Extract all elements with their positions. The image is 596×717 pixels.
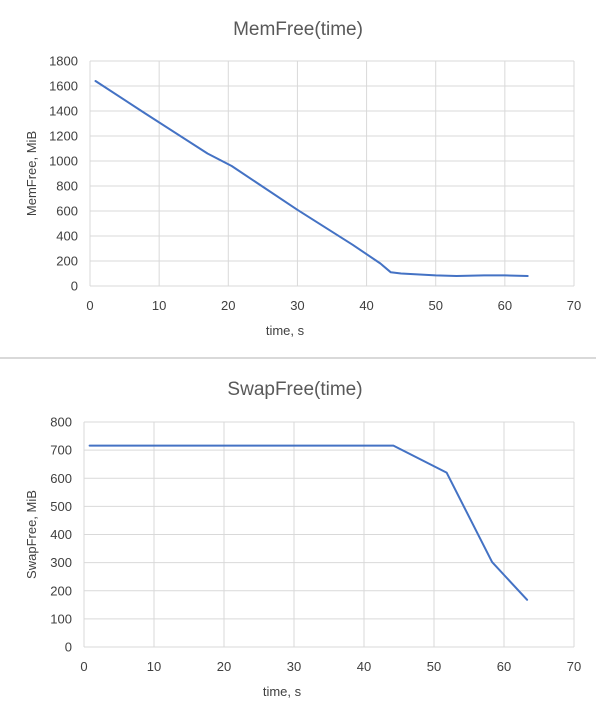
swapfree-x-tick-label: 70 bbox=[567, 659, 581, 674]
memfree-y-tick-label: 1000 bbox=[49, 154, 78, 169]
memfree-x-tick-label: 40 bbox=[359, 298, 373, 313]
memfree-x-tick-label: 60 bbox=[498, 298, 512, 313]
swapfree-y-axis-title: SwapFree, MiB bbox=[24, 490, 39, 579]
memfree-chart: MemFree(time)020040060080010001200140016… bbox=[24, 19, 581, 338]
memfree-y-tick-label: 1600 bbox=[49, 79, 78, 94]
swapfree-chart-title: SwapFree(time) bbox=[227, 379, 362, 400]
swapfree-x-tick-label: 40 bbox=[357, 659, 371, 674]
swapfree-x-tick-label: 60 bbox=[497, 659, 511, 674]
memfree-x-tick-label: 70 bbox=[567, 298, 581, 313]
swapfree-x-tick-label: 30 bbox=[287, 659, 301, 674]
memfree-y-tick-label: 1800 bbox=[49, 54, 78, 69]
memfree-y-tick-label: 1200 bbox=[49, 129, 78, 144]
memfree-y-tick-label: 800 bbox=[56, 179, 78, 194]
memfree-series-line bbox=[94, 80, 529, 277]
swapfree-x-tick-label: 10 bbox=[147, 659, 161, 674]
memfree-x-tick-label: 10 bbox=[152, 298, 166, 313]
swapfree-x-tick-label: 20 bbox=[217, 659, 231, 674]
swapfree-y-tick-label: 500 bbox=[50, 499, 72, 514]
memfree-x-axis-title: time, s bbox=[266, 323, 305, 338]
swapfree-y-tick-label: 600 bbox=[50, 471, 72, 486]
memfree-x-tick-label: 0 bbox=[86, 298, 93, 313]
memfree-x-tick-label: 20 bbox=[221, 298, 235, 313]
memfree-x-tick-label: 30 bbox=[290, 298, 304, 313]
swapfree-y-tick-label: 300 bbox=[50, 555, 72, 570]
swapfree-y-tick-label: 0 bbox=[65, 640, 72, 655]
memfree-y-tick-label: 600 bbox=[56, 204, 78, 219]
memfree-chart-panel: MemFree(time) 0 200 400 600 800 1000 1200 1400 16… bbox=[0, 0, 596, 358]
swapfree-y-tick-label: 700 bbox=[50, 443, 72, 458]
swapfree-y-tick-label: 400 bbox=[50, 527, 72, 542]
swapfree-chart: SwapFree(time) 0 100 200 300 400 500 600 700 800 0… bbox=[24, 379, 581, 699]
swapfree-chart-panel: SwapFree(time) 0 100 200 300 400 500 600 700 800 0… bbox=[0, 358, 596, 716]
swapfree-y-tick-label: 200 bbox=[50, 583, 72, 598]
swapfree-y-tick-label: 800 bbox=[50, 415, 72, 430]
memfree-y-axis-title: MemFree, MiB bbox=[24, 131, 39, 216]
memfree-y-tick-label: 200 bbox=[56, 254, 78, 269]
memfree-y-tick-label: 400 bbox=[56, 229, 78, 244]
swapfree-x-axis-title: time, s bbox=[263, 684, 302, 699]
memfree-x-tick-label: 50 bbox=[428, 298, 442, 313]
swapfree-x-tick-label: 50 bbox=[427, 659, 441, 674]
memfree-y-tick-label: 1400 bbox=[49, 104, 78, 119]
swapfree-y-tick-label: 100 bbox=[50, 611, 72, 626]
memfree-chart-title: MemFree(time) bbox=[233, 19, 363, 40]
swapfree-x-tick-label: 0 bbox=[80, 659, 87, 674]
memfree-y-tick-label: 0 bbox=[71, 279, 78, 294]
swapfree-series-line bbox=[88, 444, 529, 601]
